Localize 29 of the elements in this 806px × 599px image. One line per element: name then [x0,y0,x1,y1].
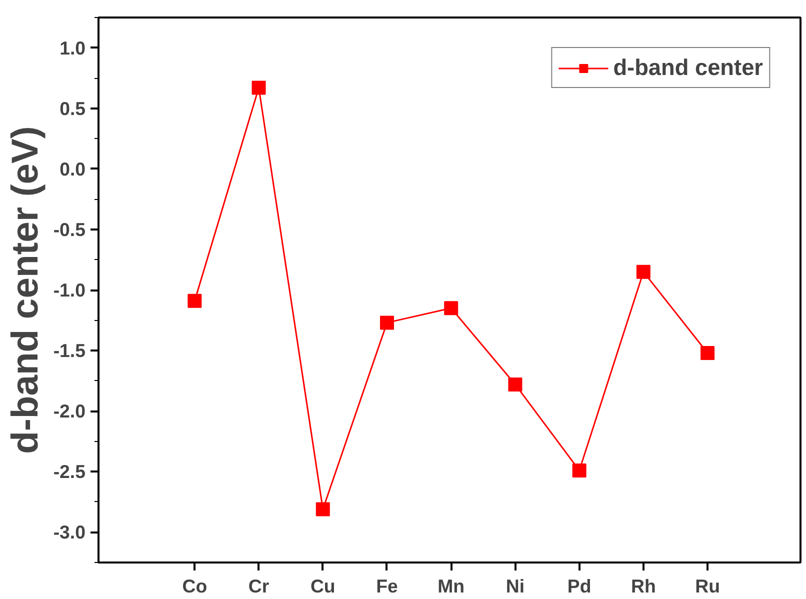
x-tick-label: Ru [695,576,720,596]
y-axis-title: d-band center (eV) [3,126,46,454]
x-tick-label: Ni [506,576,525,596]
y-tick-label: 1.0 [60,37,86,58]
y-tick-label: 0.0 [60,158,86,180]
point [316,502,330,516]
x-tick-label: Cr [248,576,270,596]
point [700,346,715,360]
point [188,294,202,308]
y-tick-label: -0.5 [53,218,86,240]
point [636,264,650,279]
x-tick-label: Fe [376,576,398,596]
point [380,316,394,330]
legend-label: d-band center [613,54,763,81]
y-tick-label: -3.0 [53,522,86,543]
point [252,80,266,95]
point [572,463,586,478]
x-tick-label: Co [182,576,208,596]
x-tick-label: Mn [438,576,465,596]
y-tick-label: -1.5 [53,340,86,362]
y-tick-label: -2.0 [53,400,86,422]
x-tick-label: Pd [567,576,592,596]
x-tick-label: Cu [310,576,336,596]
point [508,377,522,392]
x-tick-label: Rh [630,576,656,596]
point [444,301,458,316]
y-tick-label: -2.5 [53,461,86,482]
y-tick-label: -1.0 [53,280,86,300]
y-tick-label: 0.5 [60,98,86,119]
